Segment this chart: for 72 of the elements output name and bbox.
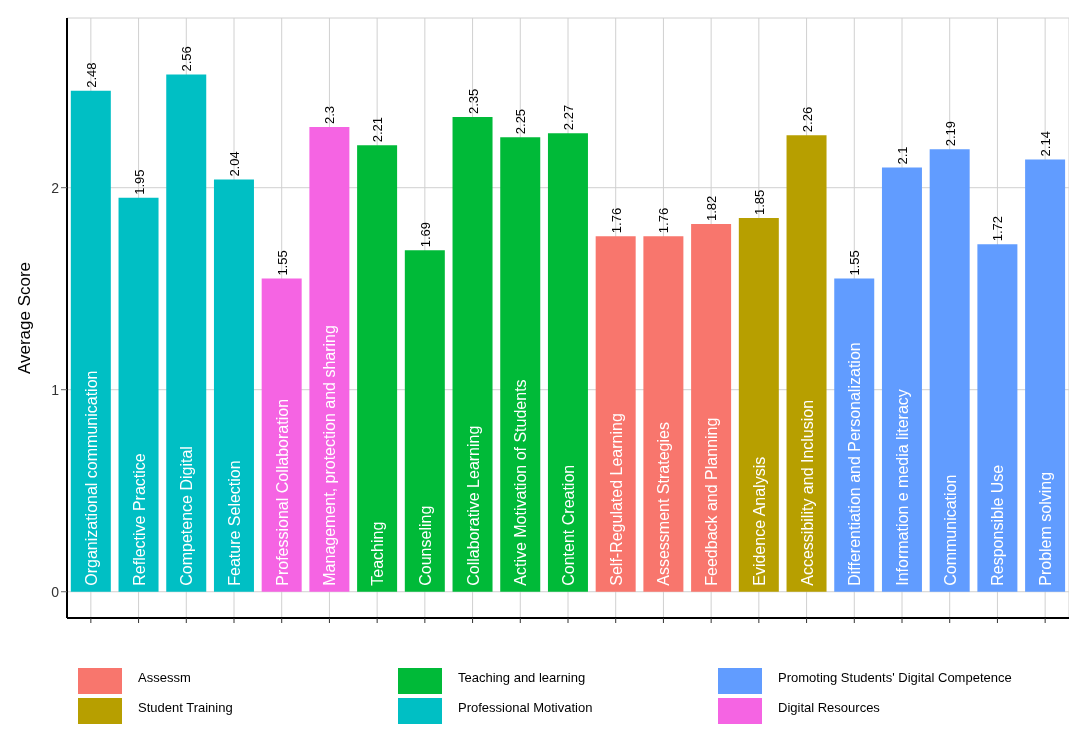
bar — [929, 149, 970, 592]
bar — [500, 137, 541, 592]
bar — [357, 145, 398, 592]
data-label: 1.72 — [990, 215, 1006, 242]
x-tick-label: Accessibility and Inclusion — [798, 399, 816, 586]
x-tick-label: Active Motivation of Students — [512, 379, 530, 586]
x-tick-label: Content Creation — [560, 464, 577, 586]
x-tick-label: Information e media literacy — [894, 389, 911, 586]
x-tick-label: Organizational communication — [82, 370, 100, 586]
data-label: 2.27 — [560, 104, 576, 131]
bar — [643, 236, 684, 592]
data-label: 2.21 — [370, 116, 386, 143]
legend-label: Teaching and learning — [458, 669, 586, 685]
y-tick-label: 2 — [51, 179, 60, 196]
data-label: 1.76 — [608, 207, 624, 234]
data-label: 2.26 — [799, 106, 815, 133]
legend-label: Promoting Students' Digital Competence — [778, 669, 1012, 685]
bar — [166, 74, 207, 592]
x-tick-label: Professional Collaboration — [273, 398, 291, 586]
x-tick-label: Counseling — [416, 505, 434, 586]
bar — [309, 127, 350, 592]
x-tick-label: Problem solving — [1037, 471, 1055, 586]
x-tick-label: Responsible Use — [989, 464, 1007, 586]
data-label: 1.69 — [417, 222, 433, 248]
x-tick-label: Management, protection and sharing — [321, 325, 339, 586]
legend-label: Student Training — [138, 699, 233, 715]
bar — [881, 167, 922, 592]
data-label: 2.56 — [179, 46, 195, 72]
data-label: 2.25 — [513, 108, 529, 135]
bar — [786, 135, 827, 592]
data-label: 2.04 — [226, 151, 242, 177]
bar — [70, 90, 111, 592]
legend-label: Digital Resources — [778, 699, 880, 715]
bar — [1025, 159, 1066, 592]
data-label: 1.55 — [274, 250, 290, 276]
y-tick-label: 0 — [51, 583, 60, 600]
data-label: 2.35 — [465, 88, 481, 114]
x-tick-label: Evidence Analysis — [750, 456, 768, 586]
x-tick-label: Differentiation and Personalization — [846, 342, 864, 586]
bar — [261, 278, 302, 592]
data-label: 1.85 — [751, 189, 767, 215]
bar — [977, 244, 1018, 592]
bar — [118, 197, 159, 592]
bar — [452, 116, 493, 592]
x-tick-label: Self-Regulated Learning — [607, 413, 625, 586]
data-label: 2.1 — [894, 146, 910, 165]
bar — [595, 236, 636, 592]
data-label: 1.95 — [131, 169, 147, 195]
x-tick-label: Reflective Practice — [130, 453, 148, 586]
legend-label: Professional Motivation — [458, 699, 593, 715]
data-label: 1.76 — [656, 207, 672, 234]
legend-label: Assessm — [138, 669, 191, 685]
bar — [404, 250, 445, 592]
x-tick-label: Teaching — [369, 521, 387, 586]
y-axis-title: Average Score — [15, 261, 35, 375]
bar — [691, 224, 732, 592]
data-label: 2.14 — [1038, 131, 1054, 157]
bar — [738, 218, 779, 592]
x-tick-label: Feedback and Planning — [703, 417, 721, 586]
bar — [547, 133, 588, 592]
data-label: 2.48 — [83, 62, 99, 88]
data-label: 2.3 — [322, 106, 338, 125]
data-label: 1.82 — [704, 195, 720, 222]
data-label: 2.19 — [942, 121, 958, 147]
x-tick-label: Competence Digital — [178, 446, 196, 586]
x-tick-label: Feature Selection — [226, 460, 243, 586]
x-tick-label: Communication — [941, 474, 959, 586]
bar — [213, 179, 254, 592]
x-tick-label: Collaborative Learning — [464, 425, 482, 586]
y-tick-label: 1 — [51, 381, 60, 398]
x-tick-label: Assessment Strategies — [655, 422, 673, 586]
data-label: 1.55 — [847, 250, 863, 276]
